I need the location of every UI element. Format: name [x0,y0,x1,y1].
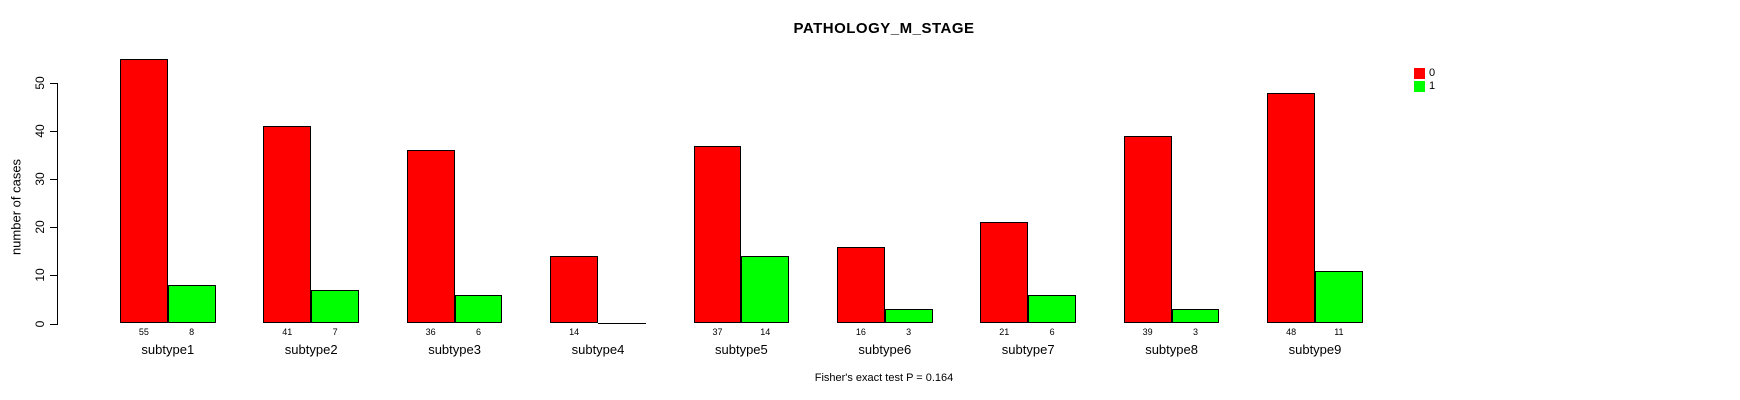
legend-label-1: 1 [1429,80,1436,92]
bar [1267,92,1315,324]
x-axis-category-label: subtype2 [284,342,338,357]
bar [167,285,216,324]
bar [550,256,598,324]
legend-label-0: 0 [1429,67,1436,79]
bar-count-label: 3 [906,327,912,337]
bar-count-label: 39 [1142,327,1153,337]
bar-count-label: 6 [1049,327,1055,337]
legend: 0 1 [1414,67,1435,93]
y-axis-label: number of cases [8,158,24,256]
x-axis-category-label: subtype6 [858,342,912,357]
chart-title: PATHOLOGY_M_STAGE [793,20,975,37]
x-axis-category-label: subtype9 [1288,342,1342,357]
bar-count-label: 37 [712,327,723,337]
bar [1171,309,1220,324]
bar-count-label: 6 [475,327,481,337]
bar-count-label: 11 [1334,327,1344,337]
bar [693,145,742,324]
bar-count-label: 41 [282,327,293,337]
bar [980,222,1029,324]
bar-count-label: 16 [855,327,866,337]
x-axis-category-label: subtype5 [715,342,768,357]
x-axis-category-label: subtype1 [141,342,195,357]
legend-swatch-green [1414,81,1425,92]
x-axis-category-label: subtype3 [428,342,481,357]
bar [1315,270,1363,324]
legend-swatch-red [1414,68,1425,79]
bar-count-label: 3 [1192,327,1198,337]
bar [1028,294,1076,324]
legend-entry-0: 0 [1414,67,1435,80]
bar [741,256,790,324]
bar [884,309,933,324]
y-tick-label: 0 [33,320,47,327]
bar [837,246,885,324]
y-tick-label: 30 [33,172,47,186]
bar-count-label: 36 [425,327,436,337]
bar-count-label: 7 [332,327,338,337]
bar-count-label: 14 [569,327,580,337]
bar-count-label: 8 [189,327,195,337]
bar-zero [598,322,646,324]
y-tick-mark [50,179,57,181]
y-tick-mark [50,83,57,84]
legend-entry-1: 1 [1414,80,1435,93]
bar [1123,135,1172,324]
y-axis-line [57,83,58,325]
bar [263,126,312,324]
bar-count-label: 48 [1286,327,1297,337]
y-tick-label: 40 [33,124,47,138]
y-tick-mark [50,227,57,229]
y-tick-label: 10 [33,268,47,283]
y-tick-mark [50,323,57,325]
bar [311,289,359,324]
bar-count-label: 14 [760,327,771,337]
bar-count-label: 55 [138,327,149,337]
y-tick-mark [50,131,57,133]
y-tick-mark [50,275,57,277]
bar-count-label: 21 [999,327,1010,337]
x-axis-category-label: subtype8 [1145,342,1198,357]
y-tick-label: 20 [33,220,47,234]
x-axis-category-label: subtype7 [1001,342,1055,357]
bar [120,58,168,324]
chart-caption: Fisher's exact test P = 0.164 [814,372,954,384]
x-axis-category-label: subtype4 [571,342,625,357]
bar [406,150,455,324]
y-tick-label: 50 [33,76,47,90]
bar [454,294,503,324]
